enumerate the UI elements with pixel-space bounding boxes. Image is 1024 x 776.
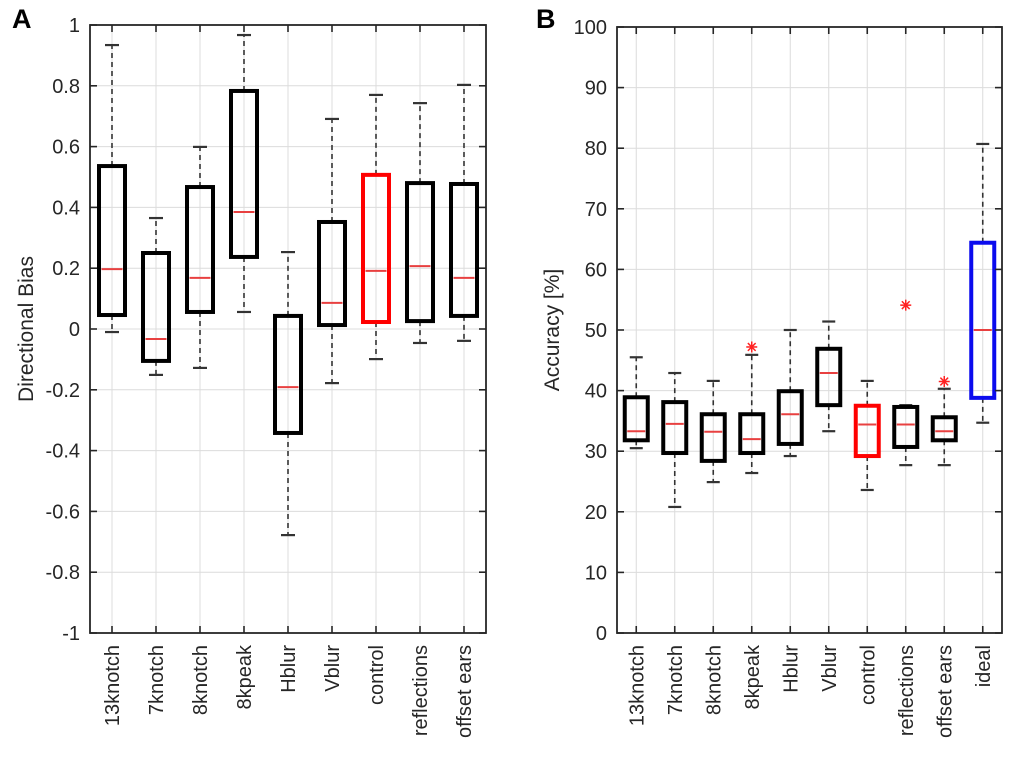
box-Hblur <box>273 313 303 435</box>
box-control <box>853 403 881 459</box>
x-category-label: reflections <box>410 645 432 736</box>
x-category-label: 8knotch <box>703 645 725 715</box>
box-13knotch <box>622 395 650 443</box>
outlier-asterisk <box>938 376 950 388</box>
box-Vblur <box>815 346 843 408</box>
box-7knotch <box>661 400 689 456</box>
outlier-stroke <box>939 377 949 386</box>
y-tick-label: 20 <box>585 502 607 524</box>
y-tick-label: 0.2 <box>52 258 80 280</box>
outlier-asterisk <box>900 299 912 311</box>
y-tick-label: -0.6 <box>46 501 80 523</box>
box-8knotch <box>185 185 215 314</box>
x-category-label: 13knotch <box>626 645 648 726</box>
y-tick-label: 60 <box>585 259 607 281</box>
y-tick-label: 40 <box>585 381 607 403</box>
panel-A: 1 0.8 0.6 0.4 0.2 0 -0.2 -0.4 -0.6 -0.8 -1 13knotch… <box>46 15 487 738</box>
y-tick-label: 0.8 <box>52 76 80 98</box>
x-category-label: Vblur <box>819 645 841 692</box>
x-category-label: offset ears <box>934 645 956 738</box>
x-category-label: offset ears <box>454 645 476 738</box>
outlier-stroke <box>747 342 757 352</box>
x-category-label: 8kpeak <box>234 644 256 709</box>
y-tick-label: 80 <box>585 138 607 160</box>
box-offset-ears <box>449 181 479 318</box>
x-category-label: 7knotch <box>665 645 687 715</box>
y-tick-label: 0 <box>596 623 607 645</box>
y-tick-label: 0.4 <box>52 197 80 219</box>
x-category-label: control <box>857 645 879 705</box>
y-tick-label: -0.4 <box>46 441 80 463</box>
box-Hblur <box>776 389 804 446</box>
y-tick-label: 70 <box>585 199 607 221</box>
box-8kpeak <box>738 412 766 456</box>
box-7knotch <box>141 251 171 363</box>
box-8knotch <box>699 412 727 463</box>
y-tick-label: 10 <box>585 562 607 584</box>
panel-a-ylabel: Directional Bias <box>15 256 38 402</box>
y-tick-label: 0 <box>69 319 80 341</box>
y-tick-label: 1 <box>69 15 80 37</box>
y-tick-label: 50 <box>585 320 607 342</box>
x-category-label: Hblur <box>278 645 300 693</box>
box-offset-ears <box>930 415 958 443</box>
box-13knotch <box>97 164 127 318</box>
x-category-label: 8kpeak <box>742 644 764 709</box>
box-reflections <box>405 181 435 324</box>
y-tick-label: 30 <box>585 441 607 463</box>
y-tick-label: -0.8 <box>46 562 80 584</box>
x-category-label: 7knotch <box>146 645 168 715</box>
box-control <box>361 172 391 325</box>
x-category-label: control <box>366 645 388 705</box>
y-tick-label: -0.2 <box>46 380 80 402</box>
box-reflections <box>892 404 920 449</box>
y-tick-label: -1 <box>62 623 80 645</box>
outlier-stroke <box>901 300 911 310</box>
outlier-asterisk <box>746 341 758 353</box>
box-Vblur <box>317 219 347 328</box>
x-category-label: Hblur <box>780 645 802 693</box>
x-category-label: Vblur <box>322 645 344 692</box>
x-category-label: ideal <box>973 645 995 687</box>
panel-b-letter: B <box>536 4 556 34</box>
y-tick-label: 100 <box>574 17 607 39</box>
x-category-label: 8knotch <box>190 645 212 715</box>
panel-b-ylabel: Accuracy [%] <box>541 268 564 392</box>
y-tick-label: 90 <box>585 78 607 100</box>
box-ideal <box>969 240 997 400</box>
x-category-label: reflections <box>896 645 918 736</box>
panel-a-letter: A <box>12 4 32 34</box>
y-tick-label: 0.6 <box>52 137 80 159</box>
box-8kpeak <box>229 88 259 259</box>
x-category-label: 13knotch <box>102 645 124 726</box>
